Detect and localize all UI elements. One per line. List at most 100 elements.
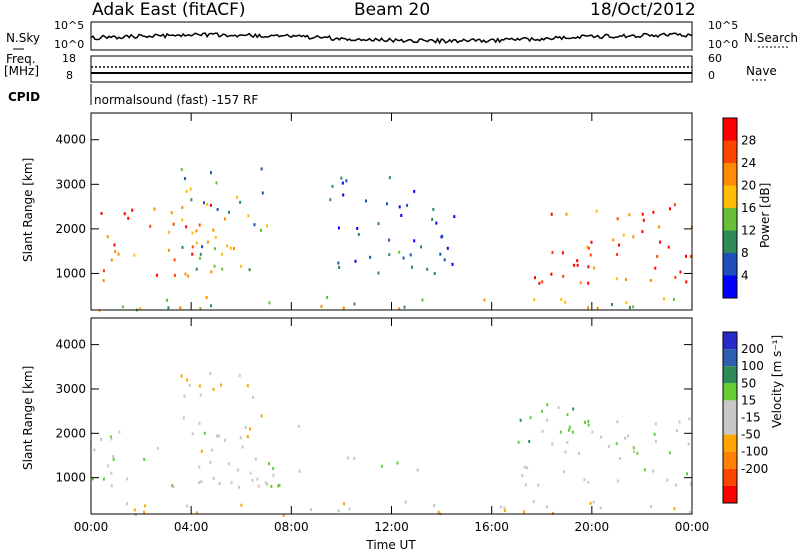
data-cell	[587, 265, 590, 269]
data-cell	[110, 258, 113, 262]
data-cell	[156, 447, 159, 450]
power-colorbar-segment	[723, 253, 737, 276]
y-tick-label: 2000	[55, 222, 86, 236]
data-cell	[546, 403, 549, 407]
data-cell	[121, 305, 124, 309]
data-cell	[233, 247, 235, 250]
data-cell	[587, 480, 590, 484]
velocity-colorbar-segment	[723, 485, 737, 503]
strip-panels	[13, 21, 790, 105]
data-cell	[593, 266, 596, 270]
data-cell	[199, 393, 202, 397]
data-cell	[215, 434, 218, 438]
data-cell	[686, 472, 688, 476]
data-cell	[102, 269, 105, 273]
data-cell	[228, 210, 230, 214]
data-cell	[642, 218, 645, 222]
data-cell	[261, 191, 264, 195]
data-cell	[329, 198, 332, 202]
data-cell	[611, 303, 613, 306]
data-cell	[652, 469, 655, 473]
data-cell	[674, 276, 677, 279]
data-cell	[521, 474, 524, 478]
data-cell	[632, 235, 635, 239]
data-cell	[398, 307, 401, 311]
data-cell	[266, 224, 268, 228]
power-colorbar-tick: 4	[741, 269, 749, 283]
data-cell	[431, 217, 434, 221]
data-cell	[578, 451, 581, 455]
data-cell	[560, 298, 563, 301]
data-cell	[345, 179, 348, 183]
data-cell	[453, 215, 456, 219]
velocity-colorbar-tick: -200	[741, 462, 768, 476]
data-cell	[616, 253, 619, 256]
data-cell	[435, 221, 438, 225]
data-cell	[118, 430, 121, 434]
data-cell	[205, 296, 208, 299]
data-cell	[451, 262, 454, 266]
power-colorbar-segment	[723, 275, 737, 298]
data-cell	[411, 265, 413, 269]
data-cell	[380, 464, 383, 468]
velocity-colorbar-segment	[723, 417, 737, 435]
data-cell	[167, 248, 170, 252]
data-cell	[143, 510, 145, 514]
data-cell	[678, 420, 681, 424]
data-cell	[131, 208, 134, 212]
data-cell	[127, 216, 130, 220]
data-cell	[599, 506, 602, 510]
data-cell	[214, 235, 217, 239]
data-cell	[224, 438, 226, 442]
data-cell	[248, 268, 251, 272]
data-cell	[189, 187, 192, 191]
data-cell	[337, 261, 340, 265]
data-cell	[184, 272, 187, 276]
data-cell	[180, 374, 183, 378]
data-cell	[205, 202, 208, 206]
data-cell	[400, 214, 403, 217]
data-cell	[112, 455, 115, 458]
velocity-plot-area	[91, 318, 692, 514]
nave-label: Nave	[746, 64, 777, 78]
data-cell	[155, 273, 158, 277]
data-cell	[167, 306, 170, 310]
data-cell	[517, 440, 520, 444]
data-cell	[571, 430, 574, 434]
data-cell	[191, 432, 194, 436]
data-cell	[654, 422, 657, 426]
data-cell	[590, 240, 593, 244]
colorbars: 4 8 12 16 20 24 28 200 100 50 15 -15 -50 -100 -200	[722, 117, 768, 504]
data-cell	[377, 271, 380, 275]
data-cell	[200, 480, 203, 484]
data-cell	[342, 193, 345, 197]
data-cell	[533, 298, 536, 302]
data-cell	[260, 167, 263, 171]
data-cell	[636, 451, 639, 455]
data-cell	[586, 245, 589, 249]
data-cell	[550, 272, 553, 276]
data-cell	[437, 510, 440, 514]
data-cell	[253, 223, 256, 227]
data-cell	[443, 258, 446, 262]
data-cell	[266, 483, 269, 487]
data-cell	[532, 500, 535, 504]
data-cell	[654, 266, 657, 270]
data-cell	[658, 225, 661, 229]
data-cell	[567, 428, 570, 432]
data-cell	[441, 234, 444, 238]
data-cell	[563, 470, 566, 474]
power-colorbar-tick: 20	[741, 179, 756, 193]
data-cell	[247, 214, 250, 218]
data-cell	[551, 442, 554, 446]
data-cell	[557, 406, 560, 410]
data-cell	[625, 301, 628, 305]
data-cell	[388, 253, 391, 257]
data-cell	[564, 300, 567, 304]
data-cell	[238, 374, 241, 377]
data-cell	[320, 305, 323, 308]
data-cell	[103, 477, 105, 481]
data-cell	[587, 246, 590, 250]
data-cell	[649, 505, 652, 508]
